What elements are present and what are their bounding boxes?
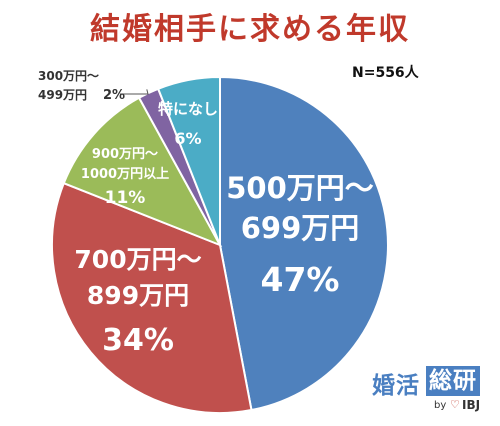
pie-slice (156, 75, 221, 246)
heart-icon: ♡ (450, 398, 460, 411)
brand-logo-text: 婚活 (372, 373, 420, 399)
slice-label: 900万円～ (92, 147, 158, 162)
slice-percent-label: 2% (103, 88, 125, 103)
brand-logo: 婚活 総研 by ♡ IBJ (372, 366, 498, 424)
slice-label: 300万円～ (38, 69, 99, 83)
slice-percent-label: 11% (105, 188, 146, 208)
slice-percent-label: 47% (261, 260, 340, 299)
chart-title: 結婚相手に求める年収 (90, 12, 410, 47)
slice-label: 499万円 (38, 88, 87, 102)
slice-percent-label: 34% (102, 323, 174, 358)
brand-by-text: by (434, 400, 447, 411)
slice-label: 特になし (158, 100, 218, 118)
leader-line (120, 89, 149, 95)
sample-size: N=556人 (352, 65, 419, 81)
slice-label: 700万円～ (74, 245, 201, 274)
brand-logo-text-boxed: 総研 (426, 366, 480, 396)
pie-slice (219, 75, 389, 412)
slice-label: 1000万円以上 (81, 167, 169, 182)
pie-slice (51, 181, 253, 414)
slice-label: 500万円～ (226, 171, 374, 205)
pie-slice (62, 96, 223, 247)
slice-label: 899万円 (87, 281, 189, 310)
brand-ibj-text: IBJ (462, 398, 481, 412)
slice-label: 699万円 (241, 211, 360, 245)
slice-percent-label: 6% (174, 129, 201, 148)
